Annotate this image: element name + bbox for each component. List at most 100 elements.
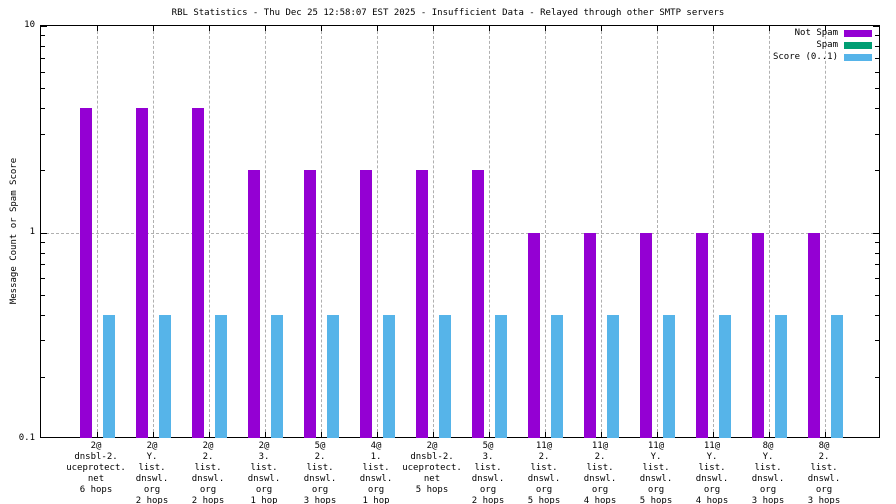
not-spam-bar bbox=[808, 233, 820, 438]
x-tick-label: 11@ Y. list. dnswl. org 5 hops bbox=[639, 441, 673, 504]
gridline-horizontal bbox=[41, 233, 879, 234]
not-spam-bar bbox=[640, 233, 652, 438]
score-0-1-bar bbox=[775, 315, 787, 438]
x-tick-label: 2@ 2. list. dnswl. org 2 hops bbox=[191, 441, 225, 504]
gridline-vertical bbox=[489, 26, 490, 437]
y-axis-minor-tick bbox=[875, 108, 879, 109]
y-axis-minor-tick bbox=[41, 170, 45, 171]
x-axis-tick-bottom bbox=[825, 432, 826, 437]
y-axis-minor-tick bbox=[41, 46, 45, 47]
score-0-1-bar bbox=[495, 315, 507, 438]
y-axis-minor-tick bbox=[875, 46, 879, 47]
x-axis-tick-top bbox=[97, 26, 98, 31]
x-tick-label: 11@ 2. list. dnswl. org 5 hops bbox=[527, 441, 561, 504]
x-axis-tick-bottom bbox=[769, 432, 770, 437]
x-axis-tick-top bbox=[265, 26, 266, 31]
not-spam-bar bbox=[584, 233, 596, 438]
legend-item-label: Score (0..1) bbox=[772, 52, 838, 62]
y-axis-minor-tick bbox=[41, 295, 45, 296]
x-axis-tick-top bbox=[153, 26, 154, 31]
x-axis-tick-bottom bbox=[321, 432, 322, 437]
y-axis-minor-tick bbox=[41, 58, 45, 59]
score-0-1-bar bbox=[607, 315, 619, 438]
y-axis-major-tick bbox=[873, 26, 879, 27]
gridline-vertical bbox=[713, 26, 714, 437]
x-axis-tick-top bbox=[769, 26, 770, 31]
score-0-1-bar bbox=[831, 315, 843, 438]
y-axis-minor-tick bbox=[41, 88, 45, 89]
x-tick-label: 8@ 2. list. dnswl. org 3 hops bbox=[807, 441, 841, 504]
not-spam-bar bbox=[752, 233, 764, 438]
not-spam-bar bbox=[192, 108, 204, 438]
score-0-1-bar bbox=[103, 315, 115, 438]
x-tick-label: 11@ Y. list. dnswl. org 4 hops bbox=[695, 441, 729, 504]
y-axis-minor-tick bbox=[875, 242, 879, 243]
legend-color-swatch bbox=[844, 29, 872, 37]
y-axis-minor-tick bbox=[875, 377, 879, 378]
y-axis-minor-tick bbox=[41, 253, 45, 254]
not-spam-bar bbox=[472, 170, 484, 438]
y-axis-major-tick bbox=[41, 437, 47, 438]
gridline-vertical bbox=[657, 26, 658, 437]
score-0-1-bar bbox=[383, 315, 395, 438]
score-0-1-bar bbox=[327, 315, 339, 438]
x-tick-label: 2@ 3. list. dnswl. org 1 hop bbox=[247, 441, 281, 504]
score-0-1-bar bbox=[159, 315, 171, 438]
x-axis-tick-top bbox=[601, 26, 602, 31]
y-axis-minor-tick bbox=[875, 58, 879, 59]
x-tick-label: 8@ Y. list. dnswl. org 3 hops bbox=[751, 441, 785, 504]
y-axis-minor-tick bbox=[875, 72, 879, 73]
x-axis-tick-top bbox=[657, 26, 658, 31]
y-axis-minor-tick bbox=[875, 253, 879, 254]
y-axis-minor-tick bbox=[875, 35, 879, 36]
x-tick-label: 4@ 1. list. dnswl. org 1 hop bbox=[359, 441, 393, 504]
gridline-vertical bbox=[321, 26, 322, 437]
y-axis-minor-tick bbox=[875, 134, 879, 135]
x-tick-label: 11@ 2. list. dnswl. org 4 hops bbox=[583, 441, 617, 504]
not-spam-bar bbox=[416, 170, 428, 438]
not-spam-bar bbox=[304, 170, 316, 438]
x-axis-tick-top bbox=[321, 26, 322, 31]
gridline-vertical bbox=[601, 26, 602, 437]
legend-item: Not Spam bbox=[773, 27, 872, 39]
chart-title: RBL Statistics - Thu Dec 25 12:58:07 EST… bbox=[171, 8, 725, 18]
not-spam-bar bbox=[360, 170, 372, 438]
y-axis-major-tick bbox=[873, 437, 879, 438]
score-0-1-bar bbox=[719, 315, 731, 438]
legend-item: Spam bbox=[773, 39, 872, 51]
gridline-vertical bbox=[545, 26, 546, 437]
not-spam-bar bbox=[248, 170, 260, 438]
legend-item: Score (0..1) bbox=[773, 51, 872, 63]
not-spam-bar bbox=[696, 233, 708, 438]
x-axis-tick-bottom bbox=[713, 432, 714, 437]
x-tick-label: 2@ Y. list. dnswl. org 2 hops bbox=[135, 441, 169, 504]
y-axis-minor-tick bbox=[875, 315, 879, 316]
x-axis-tick-bottom bbox=[657, 432, 658, 437]
y-axis-minor-tick bbox=[41, 315, 45, 316]
x-axis-tick-bottom bbox=[433, 432, 434, 437]
x-axis-tick-top bbox=[377, 26, 378, 31]
y-axis-minor-tick bbox=[41, 340, 45, 341]
gridline-vertical bbox=[209, 26, 210, 437]
y-axis-minor-tick bbox=[875, 278, 879, 279]
y-axis-minor-tick bbox=[41, 134, 45, 135]
y-tick-label: 10 bbox=[24, 20, 35, 30]
x-tick-label: 5@ 2. list. dnswl. org 3 hops bbox=[303, 441, 337, 504]
y-axis-minor-tick bbox=[875, 340, 879, 341]
x-axis-tick-top bbox=[489, 26, 490, 31]
gridline-vertical bbox=[265, 26, 266, 437]
x-tick-label: 2@ dnsbl-2. uceprotect. net 5 hops bbox=[402, 441, 462, 495]
score-0-1-bar bbox=[663, 315, 675, 438]
x-axis-tick-top bbox=[825, 26, 826, 31]
y-axis-major-tick bbox=[41, 26, 47, 27]
x-axis-tick-bottom bbox=[601, 432, 602, 437]
legend-item-label: Spam bbox=[816, 40, 838, 50]
x-axis-tick-bottom bbox=[377, 432, 378, 437]
y-axis-minor-tick bbox=[875, 88, 879, 89]
x-axis-tick-top bbox=[209, 26, 210, 31]
legend-color-swatch bbox=[844, 53, 872, 61]
not-spam-bar bbox=[136, 108, 148, 438]
y-axis-minor-tick bbox=[875, 170, 879, 171]
gridline-vertical bbox=[377, 26, 378, 437]
